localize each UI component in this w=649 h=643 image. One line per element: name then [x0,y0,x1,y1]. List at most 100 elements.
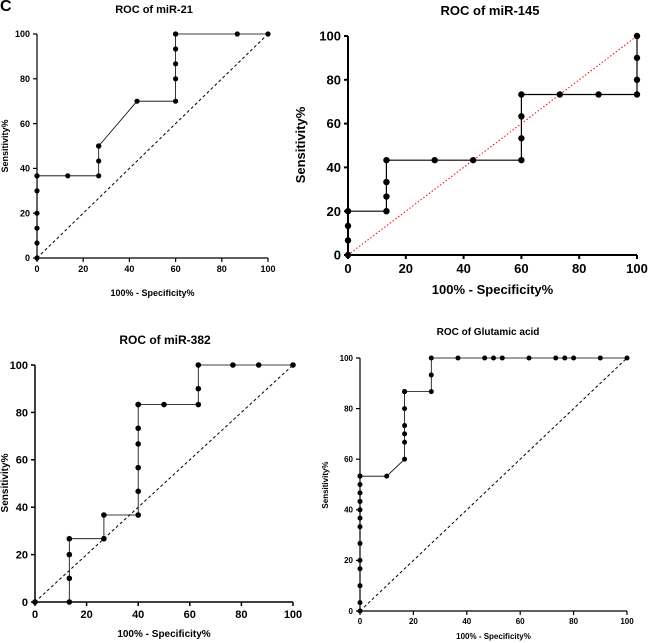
chart-4-roc-point [402,406,408,412]
chart-2-x-tick-label: 40 [456,261,470,276]
chart-3-roc-point [195,385,202,392]
chart-4-roc-point [357,600,363,606]
chart-4-y-tick-label: 20 [344,556,353,565]
chart-3-roc-point [195,401,202,408]
chart-2-roc-point [518,91,525,98]
panel-letter: C [0,0,12,15]
chart-1-x-tick-label: 40 [124,264,134,274]
chart-3-roc-point [135,464,141,471]
chart-3-roc-point [230,362,236,368]
chart-3-title: ROC of miR-382 [119,333,211,347]
chart-4-roc-point [402,456,408,462]
chart-3-roc-point [66,551,73,558]
chart-2-x-tick-label: 80 [572,261,586,276]
chart-1-roc-point [96,143,102,149]
chart-2-roc-point [344,222,352,230]
chart-2-y-tick-label: 80 [327,72,341,87]
chart-3-roc-point [255,362,262,368]
chart-2-y-tick-label: 100 [319,29,341,44]
chart-2-roc-point [518,135,525,142]
chart-2-roc-point [431,156,438,164]
chart-4-roc-point [357,490,363,496]
chart-4-roc-point [357,557,363,563]
chart-3-y-tick-label: 40 [16,502,28,514]
chart-4-roc-point [482,355,488,361]
chart-1-reference-line [36,33,269,259]
chart-2-roc-point [518,113,525,120]
chart-4-roc-point [571,355,577,361]
chart-4-x-tick-label: 60 [516,617,525,626]
chart-3-roc-point [135,512,141,518]
chart-4-roc-point [357,507,363,513]
chart-4-roc-point [455,355,461,361]
chart-4-roc-point [384,473,390,479]
chart-1-y-axis-label: Sensitivity% [0,119,10,172]
chart-1-roc-point [265,31,271,37]
chart-2-roc-line [347,36,638,255]
chart-2-roc-point [595,91,602,98]
chart-1-y-tick-label: 100 [15,29,30,39]
chart-3-x-tick-label: 60 [184,609,196,621]
chart-4-y-tick-label: 0 [349,607,354,616]
chart-1-title: ROC of miR-21 [115,4,193,16]
chart-1-y-tick-label: 20 [20,208,30,218]
chart-1-roc-point [173,46,179,52]
chart-3-roc-point [161,401,167,408]
chart-1-roc-point [34,255,40,261]
chart-1-roc-point [34,225,40,231]
chart-4-roc-point [562,355,568,361]
chart-2-x-axis-label: 100% - Specificity% [432,282,554,297]
chart-3-roc-point [66,575,73,582]
chart-1-roc-point [173,61,179,67]
chart-1-roc-point [96,158,102,164]
chart-1-x-tick-label: 60 [171,264,181,274]
chart-4-title: ROC of Glutamic acid [437,327,540,338]
chart-3-roc-point [101,512,107,518]
chart-3-reference-line [34,364,294,603]
chart-2-roc-point [556,91,564,98]
chart-2-roc-point [633,32,641,40]
chart-2-y-tick-label: 60 [327,116,341,131]
chart-4-roc-point [357,473,363,479]
chart-4-x-tick-label: 40 [462,617,471,626]
chart-4-roc-point [402,439,408,445]
chart-3-x-tick-label: 80 [235,609,247,621]
chart-1-roc-point [234,31,240,37]
chart-4-roc-point [357,524,363,530]
chart-4-roc-point [491,355,496,361]
chart-2-roc-point [633,91,641,98]
chart-3-y-tick-label: 0 [22,597,28,609]
chart-2-x-tick-label: 100 [626,261,648,276]
chart-4-roc-point [428,389,434,395]
chart-3-x-tick-label: 40 [132,609,144,621]
chart-4-roc-point [402,423,408,429]
chart-3-roc-point [135,401,141,408]
chart-2-roc-point [344,208,352,215]
chart-1-y-tick-label: 80 [20,74,30,84]
chart-4-x-tick-label: 80 [569,617,578,626]
chart-2-roc-point [518,156,525,164]
chart-4-roc-point [357,482,363,487]
chart-2-roc-point [383,193,390,200]
chart-4-roc-point [597,355,603,361]
chart-2-x-tick-label: 20 [399,261,413,276]
chart-2-roc-point [383,156,390,164]
chart-4-roc-point [402,389,408,395]
chart-3-roc-point [135,441,141,447]
chart-1-y-tick-label: 0 [25,253,30,263]
chart-1-roc-point [34,240,40,246]
chart-4-reference-line [359,357,628,612]
chart-2-title: ROC of miR-145 [441,3,540,18]
chart-4-roc-point [499,355,505,361]
chart-3-roc-point [32,599,38,605]
chart-3-roc-point [135,425,141,432]
chart-1-roc-point [173,76,179,82]
chart-4-y-tick-label: 80 [344,404,353,413]
chart-1-y-tick-label: 60 [20,119,30,129]
chart-3-roc-point [66,599,73,605]
chart-3-x-tick-label: 0 [32,609,38,621]
chart-4-x-tick-label: 20 [409,617,418,626]
chart-2-roc-point [383,178,390,186]
chart-3-x-tick-label: 100 [284,609,302,621]
